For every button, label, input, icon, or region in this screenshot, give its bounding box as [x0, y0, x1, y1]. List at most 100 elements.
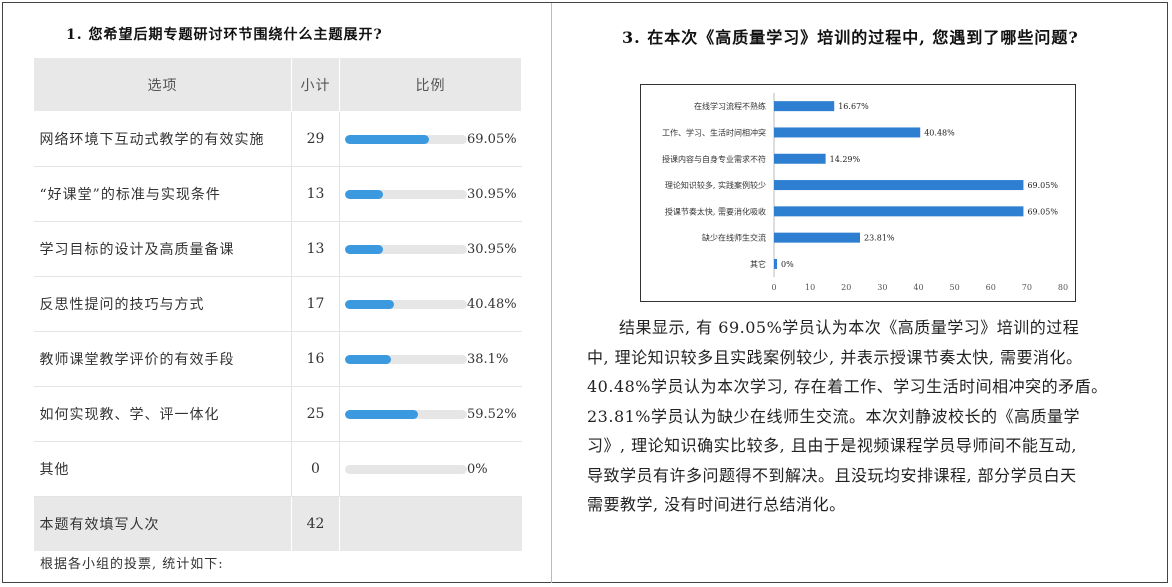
- paragraph-line: 结果显示, 有 69.05%学员认为本次《高质量学习》培训的过程: [619, 318, 1080, 337]
- progress-bar-track: [345, 354, 467, 364]
- progress-bar-track: [345, 299, 467, 309]
- table-row: “好课堂”的标准与实现条件 13 30.95%: [33, 166, 522, 222]
- chart-bar: [774, 180, 1024, 191]
- progress-bar-track: [345, 244, 467, 254]
- summary-count: 42: [291, 496, 340, 551]
- value-label: 0%: [781, 260, 794, 269]
- progress-bar-fill: [345, 354, 392, 364]
- value-label: 69.05%: [1027, 207, 1058, 216]
- option-count: 25: [291, 386, 340, 442]
- chart-bar: [774, 101, 835, 112]
- vote-note: 根据各小组的投票, 统计如下:: [40, 557, 224, 572]
- progress-bar-track: [345, 409, 467, 419]
- header-ratio: 比例: [339, 57, 522, 112]
- percent-label: 30.95%: [467, 186, 517, 202]
- table-row: 网络环境下互动式教学的有效实施 29 69.05%: [33, 111, 522, 167]
- chart-bar: [774, 232, 861, 243]
- option-label: 如何实现教、学、评一体化: [33, 386, 292, 442]
- summary-empty: [339, 496, 522, 551]
- option-count: 13: [291, 221, 340, 277]
- value-label: 16.67%: [838, 102, 869, 111]
- table-row: 如何实现教、学、评一体化 25 59.52%: [33, 386, 522, 442]
- progress-bar-track: [345, 464, 467, 474]
- category-label: 工作、学习、生活时间相冲突: [662, 127, 766, 137]
- percent-label: 69.05%: [467, 131, 517, 147]
- category-label: 授课节奏太快, 需要消化吸收: [665, 206, 766, 216]
- percent-label: 38.1%: [467, 351, 509, 367]
- q3-bar-chart: 在线学习流程不熟练 16.67% 工作、学习、生活时间相冲突 40.48% 授课内容与自…: [640, 84, 1076, 302]
- x-tick-label: 60: [986, 283, 996, 292]
- chart-bar: [774, 153, 826, 164]
- q3-title: 3. 在本次《高质量学习》培训的过程中, 您遇到了哪些问题?: [622, 28, 1079, 47]
- option-ratio: 69.05%: [339, 111, 522, 167]
- option-ratio: 30.95%: [339, 166, 522, 222]
- progress-bar-fill: [345, 134, 430, 144]
- summary-label: 本题有效填写人次: [33, 496, 292, 551]
- percent-label: 59.52%: [467, 406, 517, 422]
- paragraph-line: 中, 理论知识较多且实践案例较少, 并表示授课节奏太快, 需要消化。: [587, 347, 1083, 367]
- option-count: 16: [291, 331, 340, 387]
- x-tick-label: 20: [841, 283, 851, 292]
- progress-bar-fill: [345, 409, 418, 419]
- option-count: 13: [291, 166, 340, 222]
- table-row: 学习目标的设计及高质量备课 13 30.95%: [33, 221, 522, 277]
- category-label: 其它: [750, 259, 766, 269]
- chart-bar: [774, 206, 1024, 217]
- value-label: 23.81%: [864, 234, 895, 243]
- table-body: 网络环境下互动式教学的有效实施 29 69.05% “好课堂”的标准与实现条件 13 30…: [33, 111, 522, 551]
- option-label: “好课堂”的标准与实现条件: [33, 166, 292, 222]
- q1-title: 1. 您希望后期专题研讨环节围绕什么主题展开?: [66, 27, 383, 43]
- option-count: 0: [291, 441, 340, 497]
- header-count: 小计: [291, 57, 340, 112]
- option-label: 反思性提问的技巧与方式: [33, 276, 292, 332]
- paragraph-line: 导致学员有许多问题得不到解决。且没玩均安排课程, 部分学员白天: [587, 465, 1077, 485]
- x-tick-label: 30: [877, 283, 887, 292]
- percent-label: 40.48%: [467, 296, 517, 312]
- paragraph-line: 需要教学, 没有时间进行总结消化。: [587, 495, 846, 514]
- category-label: 授课内容与自身专业需求不符: [662, 154, 766, 164]
- x-tick-label: 10: [805, 283, 815, 292]
- chart-bar: [774, 258, 777, 269]
- progress-bar-fill: [345, 299, 395, 309]
- summary-row: 本题有效填写人次 42: [33, 496, 522, 551]
- paragraph-line: 40.48%学员认为本次学习, 存在着工作、学习生活时间相冲突的矛盾。: [587, 377, 1108, 396]
- table-row: 反思性提问的技巧与方式 17 40.48%: [33, 276, 522, 332]
- option-ratio: 30.95%: [339, 221, 522, 277]
- table-header-row: 选项 小计 比例: [33, 57, 522, 112]
- option-ratio: 0%: [339, 441, 522, 497]
- value-label: 14.29%: [830, 155, 861, 164]
- paragraph-line: 习》, 理论知识确实比较多, 且由于是视频课程学员导师间不能互动,: [587, 436, 1077, 455]
- percent-label: 30.95%: [467, 241, 517, 257]
- x-tick-label: 80: [1058, 283, 1068, 292]
- option-ratio: 38.1%: [339, 331, 522, 387]
- table-row: 教师课堂教学评价的有效手段 16 38.1%: [33, 331, 522, 387]
- chart-bar: [774, 127, 921, 138]
- category-label: 理论知识较多, 实践案例较少: [665, 180, 766, 190]
- option-label: 网络环境下互动式教学的有效实施: [33, 111, 292, 167]
- column-divider: [551, 3, 552, 583]
- option-label: 学习目标的设计及高质量备课: [33, 221, 292, 277]
- option-ratio: 59.52%: [339, 386, 522, 442]
- header-option: 选项: [33, 57, 292, 112]
- q1-results-table: 选项 小计 比例 网络环境下互动式教学的有效实施 29 69.05% “好课堂”的标准…: [33, 57, 522, 551]
- option-count: 29: [291, 111, 340, 167]
- percent-label: 0%: [467, 461, 488, 477]
- value-label: 40.48%: [924, 128, 955, 137]
- category-label: 缺少在线师生交流: [702, 233, 766, 243]
- option-label: 其他: [33, 441, 292, 497]
- progress-bar-track: [345, 134, 467, 144]
- x-tick-label: 50: [950, 283, 960, 292]
- option-label: 教师课堂教学评价的有效手段: [33, 331, 292, 387]
- progress-bar-track: [345, 189, 467, 199]
- result-paragraph: 结果显示, 有 69.05%学员认为本次《高质量学习》培训的过程中, 理论知识较…: [587, 313, 1147, 520]
- paragraph-line: 23.81%学员认为缺少在线师生交流。本次刘静波校长的《高质量学: [587, 406, 1081, 426]
- option-ratio: 40.48%: [339, 276, 522, 332]
- category-label: 在线学习流程不熟练: [694, 101, 766, 111]
- x-tick-label: 70: [1022, 283, 1032, 292]
- option-count: 17: [291, 276, 340, 332]
- value-label: 69.05%: [1027, 181, 1058, 190]
- x-tick-label: 40: [913, 283, 923, 292]
- chart-canvas: 在线学习流程不熟练 16.67% 工作、学习、生活时间相冲突 40.48% 授课内容与自…: [662, 93, 1068, 292]
- progress-bar-fill: [345, 244, 383, 254]
